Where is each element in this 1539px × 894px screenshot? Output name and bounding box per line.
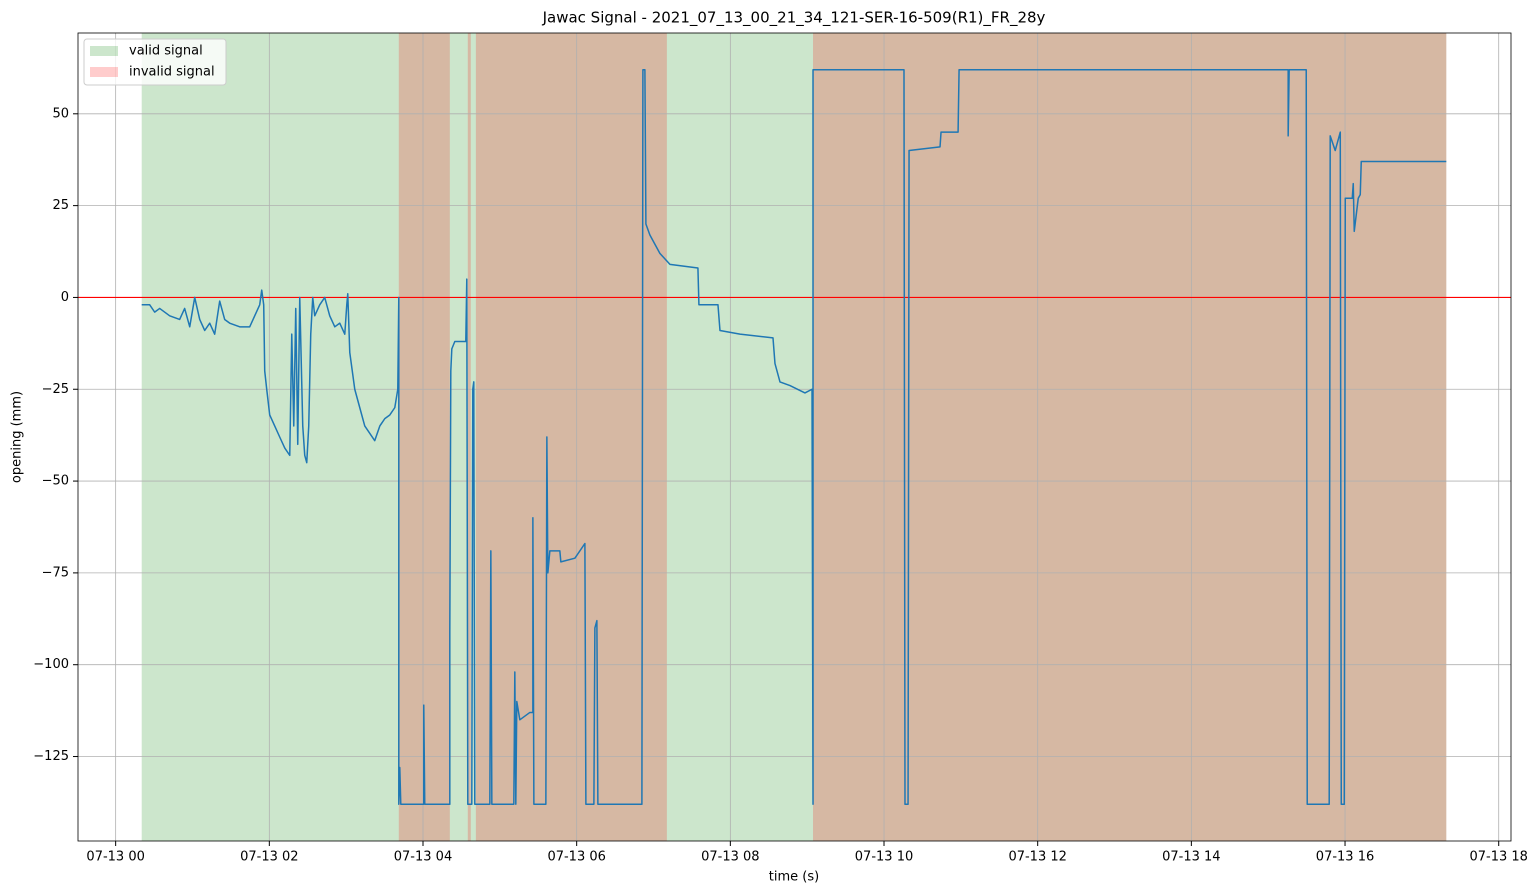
signal-span [467, 33, 471, 841]
x-tick-label: 07-13 08 [701, 850, 759, 865]
legend-label: invalid signal [129, 65, 215, 80]
signal-line [141, 68, 1447, 806]
x-tick-label: 07-13 16 [1316, 850, 1374, 865]
x-axis-label: time (s) [769, 870, 819, 885]
x-tick-label: 07-13 14 [1162, 850, 1220, 865]
x-tick-label: 07-13 18 [1469, 850, 1527, 865]
legend-box [83, 38, 227, 86]
y-tick-label: 50 [52, 106, 69, 121]
y-tick-label: 0 [61, 290, 69, 305]
x-tick-label: 07-13 02 [240, 850, 298, 865]
signal-span [475, 33, 667, 841]
legend: valid signal invalid signal [83, 38, 227, 86]
y-tick-label: −25 [42, 382, 69, 397]
y-tick-label: −75 [42, 565, 69, 580]
x-tick-label: 07-13 10 [855, 850, 913, 865]
signal-span [141, 33, 1447, 841]
x-tick-label: 07-13 12 [1008, 850, 1066, 865]
legend-label: valid signal [129, 44, 203, 59]
y-tick-label: −125 [33, 749, 69, 764]
y-tick-label: 25 [52, 198, 69, 213]
legend-swatch [90, 67, 118, 77]
chart-title: Jawac Signal - 2021_07_13_00_21_34_121-S… [542, 9, 1046, 28]
legend-swatch [90, 46, 118, 56]
y-tick-label: −50 [42, 474, 69, 489]
y-tick-label: −100 [33, 657, 69, 672]
x-tick-label: 07-13 06 [547, 850, 605, 865]
plot-frame [77, 32, 1512, 842]
x-tick-label: 07-13 00 [86, 850, 144, 865]
x-tick-label: 07-13 04 [394, 850, 452, 865]
y-axis-label: opening (mm) [10, 391, 25, 483]
